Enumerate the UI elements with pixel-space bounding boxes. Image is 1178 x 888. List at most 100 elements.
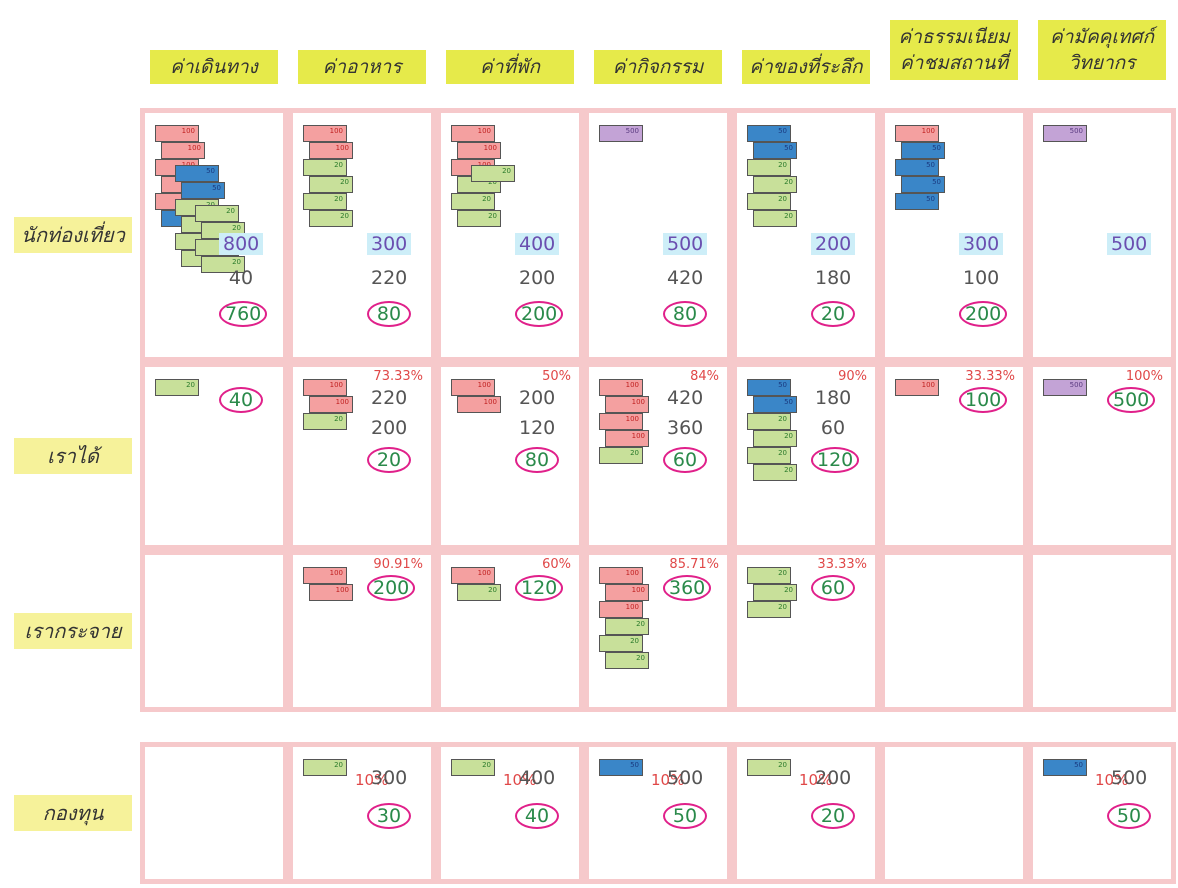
- column-header: ค่าอาหาร: [298, 50, 426, 84]
- header-line: ค่าที่พัก: [480, 56, 540, 78]
- cell: 20 10% 400 40: [436, 742, 584, 884]
- bill: 20: [753, 176, 797, 193]
- bill: 100: [155, 125, 199, 142]
- bill: 20: [451, 759, 495, 776]
- handwritten-number: 500: [1111, 767, 1148, 789]
- bill: 100: [599, 379, 643, 396]
- handwritten-number: 800: [219, 233, 264, 255]
- handwritten-number: 180: [815, 267, 852, 289]
- handwritten-number: 300: [959, 233, 1004, 255]
- cell: [140, 742, 288, 884]
- header-line: ค่ากิจกรรม: [612, 56, 704, 78]
- percent: 10%: [799, 771, 833, 789]
- cell: 100 100 100 20 20 20 85.71% 360: [584, 550, 732, 712]
- bill: 50: [747, 379, 791, 396]
- handwritten-number: 120: [811, 447, 860, 473]
- percent: 10%: [1095, 771, 1129, 789]
- bill: 20: [303, 159, 347, 176]
- header-line: ค่าอาหาร: [322, 56, 402, 78]
- bill: 50: [181, 182, 225, 199]
- bill: 100: [303, 379, 347, 396]
- handwritten-number: 80: [515, 447, 559, 473]
- row-label: เราได้: [14, 438, 132, 474]
- header-line: ค่าของที่ระลึก: [749, 56, 863, 78]
- bill: 50: [901, 142, 945, 159]
- bill: 100: [303, 567, 347, 584]
- cell: [140, 550, 288, 712]
- column-header: ค่าที่พัก: [446, 50, 574, 84]
- bill: 20: [753, 210, 797, 227]
- handwritten-number: 100: [963, 267, 1000, 289]
- cell: 100 100 50% 200 120 80: [436, 362, 584, 550]
- cell: 20 40: [140, 362, 288, 550]
- handwritten-number: 200: [371, 417, 408, 439]
- bill: 50: [895, 159, 939, 176]
- bill: 50: [599, 759, 643, 776]
- cell: 500 500: [1028, 108, 1176, 362]
- cell: 50 10% 500 50: [584, 742, 732, 884]
- bill: 100: [895, 125, 939, 142]
- bill: 50: [753, 142, 797, 159]
- handwritten-number: 40: [219, 387, 263, 413]
- bill: 100: [599, 567, 643, 584]
- bill: 100: [451, 567, 495, 584]
- handwritten-number: 200: [811, 233, 856, 255]
- bill: 20: [747, 601, 791, 618]
- bill: 50: [895, 193, 939, 210]
- row-label: นักท่องเที่ยว: [14, 217, 132, 253]
- bill: 20: [599, 447, 643, 464]
- handwritten-number: 40: [228, 267, 254, 289]
- bill: 100: [309, 584, 353, 601]
- column-header: ค่าธรรมเนียม ค่าชมสถานที่: [890, 20, 1018, 80]
- column-header: ค่าเดินทาง: [150, 50, 278, 84]
- header-line: ค่ามัคคุเทศก์: [1050, 26, 1154, 48]
- handwritten-number: 200: [959, 301, 1008, 327]
- cell: [880, 550, 1028, 712]
- handwritten-number: 420: [667, 387, 704, 409]
- bill: 20: [747, 193, 791, 210]
- bill: 500: [1043, 379, 1087, 396]
- handwritten-number: 200: [815, 767, 852, 789]
- bill: 50: [747, 125, 791, 142]
- cell: 50 50 20 20 20 20 90% 180 60 120: [732, 362, 880, 550]
- bill: 20: [457, 210, 501, 227]
- handwritten-number: 200: [519, 387, 556, 409]
- bill: 100: [605, 396, 649, 413]
- handwritten-number: 300: [367, 233, 412, 255]
- percent: 84%: [690, 369, 719, 384]
- handwritten-number: 40: [515, 803, 559, 829]
- row-label: เรากระจาย: [14, 613, 132, 649]
- header-line: วิทยากร: [1068, 52, 1136, 74]
- bill: 20: [471, 165, 515, 182]
- handwritten-number: 120: [519, 417, 556, 439]
- handwritten-number: 60: [663, 447, 707, 473]
- handwritten-number: 180: [815, 387, 852, 409]
- handwritten-number: 20: [811, 301, 855, 327]
- bill: 100: [457, 142, 501, 159]
- bill: 20: [753, 584, 797, 601]
- percent: 50%: [542, 369, 571, 384]
- handwritten-number: 400: [519, 767, 556, 789]
- bill: 100: [451, 379, 495, 396]
- handwritten-number: 200: [367, 575, 416, 601]
- bill: 20: [605, 652, 649, 669]
- cell: 100 50 50 50 50 300 100 200: [880, 108, 1028, 362]
- handwritten-number: 50: [663, 803, 707, 829]
- bill: 100: [309, 142, 353, 159]
- bill: 500: [599, 125, 643, 142]
- handwritten-number: 80: [367, 301, 411, 327]
- bill: 100: [457, 396, 501, 413]
- handwritten-number: 400: [515, 233, 560, 255]
- cell: 100 20 60% 120: [436, 550, 584, 712]
- handwritten-number: 100: [959, 387, 1008, 413]
- percent: 73.33%: [373, 369, 423, 384]
- bill: 20: [201, 256, 245, 273]
- percent: 10%: [503, 771, 537, 789]
- handwritten-number: 220: [371, 387, 408, 409]
- bill: 20: [155, 379, 199, 396]
- cell: 20 10% 300 30: [288, 742, 436, 884]
- handwritten-number: 500: [1107, 387, 1156, 413]
- bill: 100: [599, 601, 643, 618]
- percent: 100%: [1125, 369, 1163, 384]
